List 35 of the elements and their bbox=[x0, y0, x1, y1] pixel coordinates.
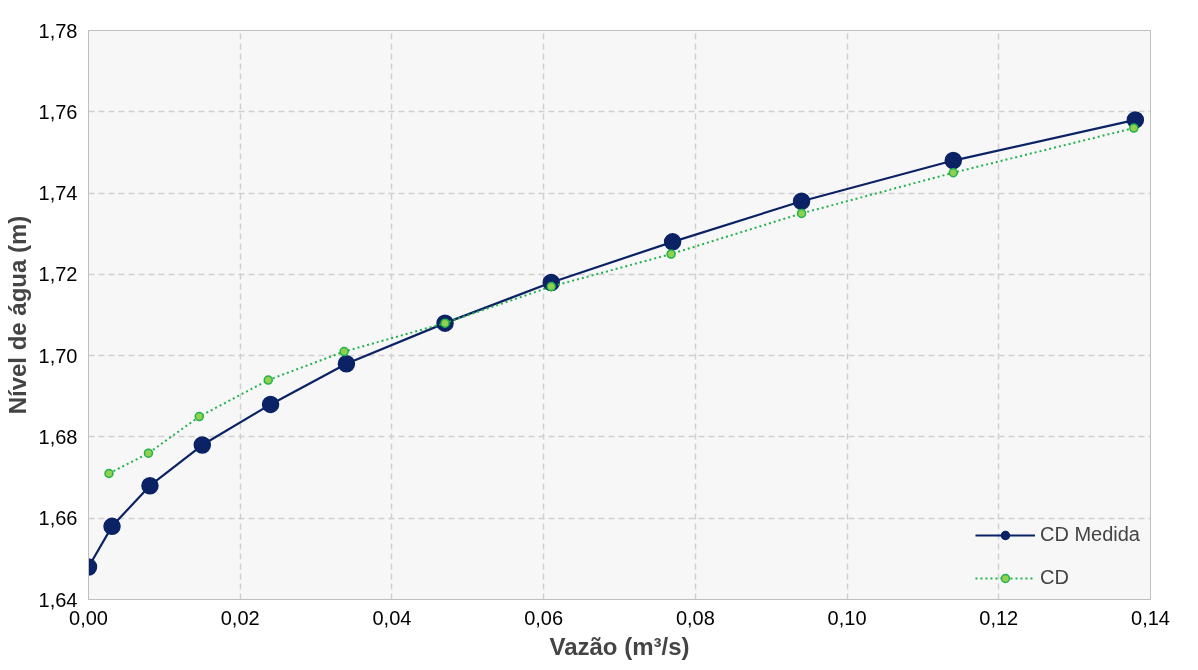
point bbox=[796, 208, 807, 219]
point bbox=[337, 355, 356, 373]
point bbox=[263, 375, 274, 385]
point bbox=[193, 436, 212, 454]
point bbox=[103, 517, 121, 536]
point bbox=[948, 168, 959, 178]
x-tick-label: 0,08 bbox=[675, 606, 715, 629]
point bbox=[1129, 123, 1139, 133]
x-tick-label: 0,12 bbox=[979, 606, 1019, 629]
y-tick-label: 1,74 bbox=[38, 182, 78, 205]
legend-label: CD Medida bbox=[1039, 523, 1140, 546]
point bbox=[141, 476, 159, 495]
x-tick-label: 0,06 bbox=[524, 606, 564, 629]
x-tick-label: 0,02 bbox=[220, 606, 260, 629]
y-tick-label: 1,66 bbox=[38, 507, 78, 530]
point bbox=[792, 192, 811, 210]
point bbox=[944, 151, 963, 170]
x-axis-title: Vazão (m³/s) bbox=[549, 632, 690, 660]
x-tick-label: 0,10 bbox=[827, 606, 867, 629]
point bbox=[143, 448, 154, 458]
y-tick-label: 1,70 bbox=[38, 344, 78, 367]
point bbox=[104, 468, 114, 479]
point bbox=[194, 411, 204, 422]
point bbox=[261, 395, 280, 414]
point bbox=[666, 249, 676, 259]
point bbox=[663, 233, 682, 251]
x-tick-label: 0,14 bbox=[1131, 606, 1170, 629]
y-tick-label: 1,68 bbox=[38, 425, 78, 448]
y-tick-label: 1,72 bbox=[38, 263, 78, 286]
y-axis-title: Nível de água (m) bbox=[3, 215, 31, 415]
point bbox=[339, 346, 349, 357]
legend-label: CD bbox=[1039, 566, 1069, 589]
x-tick-label: 0,04 bbox=[372, 606, 412, 629]
y-tick-label: 1,76 bbox=[38, 100, 78, 123]
y-tick-label: 1,78 bbox=[38, 19, 78, 42]
